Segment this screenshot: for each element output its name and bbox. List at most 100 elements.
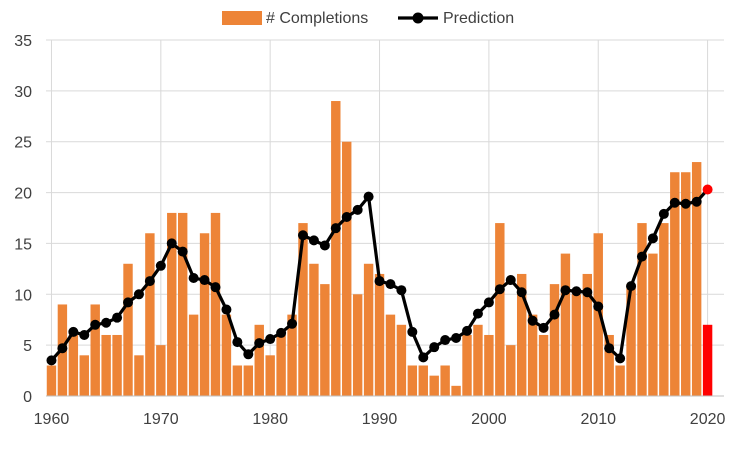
prediction-point-1987: [341, 211, 352, 222]
prediction-point-1960: [46, 355, 57, 366]
prediction-point-1992: [396, 285, 407, 296]
bar-2020: [702, 324, 713, 396]
prediction-point-2007: [560, 285, 571, 296]
y-tick-label-35: 35: [14, 33, 32, 50]
prediction-point-2015: [647, 233, 658, 244]
prediction-point-1993: [407, 326, 418, 337]
bar-1986: [331, 101, 341, 397]
y-tick-label-0: 0: [23, 389, 32, 406]
prediction-point-1970: [155, 260, 166, 271]
bar-1977: [232, 365, 243, 396]
bar-2006: [549, 284, 560, 396]
prediction-point-1964: [90, 319, 101, 330]
x-tick-label-2010: 2010: [580, 411, 616, 428]
bars: [46, 101, 713, 397]
prediction-point-2008: [571, 286, 582, 297]
bar-1976: [221, 314, 232, 396]
bar-2003: [516, 273, 527, 396]
legend-prediction-marker: [412, 12, 424, 24]
prediction-point-2006: [549, 309, 560, 320]
bar-1985: [320, 284, 330, 396]
prediction-point-1969: [144, 276, 155, 287]
bar-2001: [495, 223, 505, 396]
prediction-point-2001: [494, 284, 505, 295]
prediction-point-1991: [385, 279, 396, 290]
bar-1978: [243, 365, 254, 396]
bar-1973: [188, 314, 199, 396]
prediction-point-1989: [363, 191, 374, 202]
bar-1996: [440, 365, 450, 396]
prediction-point-2017: [669, 197, 680, 208]
bar-1970: [156, 345, 166, 396]
bar-2014: [637, 223, 647, 396]
y-tick-label-30: 30: [14, 84, 32, 101]
prediction-point-1998: [462, 325, 473, 336]
prediction-point-2009: [582, 287, 593, 298]
prediction-point-2012: [615, 353, 626, 364]
bar-2005: [538, 334, 549, 396]
prediction-point-1996: [440, 335, 451, 346]
bar-1971: [167, 212, 177, 396]
bar-1994: [418, 365, 428, 396]
bar-2004: [527, 314, 538, 396]
bar-2013: [626, 284, 636, 396]
bar-1993: [407, 365, 418, 396]
prediction-point-1967: [123, 297, 134, 308]
legend-completions-swatch: [222, 11, 262, 25]
prediction-point-1990: [374, 276, 385, 287]
bar-1963: [79, 355, 89, 396]
prediction-point-1977: [232, 337, 243, 348]
prediction-point-2020: [702, 184, 713, 195]
x-tick-label-2000: 2000: [471, 411, 507, 428]
prediction-point-2000: [483, 297, 494, 308]
bar-1999: [473, 324, 483, 396]
bar-2008: [571, 294, 582, 396]
bar-1995: [429, 375, 439, 396]
bar-1962: [68, 334, 79, 396]
prediction-point-1979: [254, 338, 265, 349]
bar-1968: [134, 355, 144, 396]
bar-2018: [681, 172, 691, 396]
y-tick-label-5: 5: [23, 338, 32, 355]
prediction-point-1982: [287, 318, 298, 329]
prediction-point-1978: [243, 349, 254, 360]
bar-1972: [177, 212, 188, 396]
bar-1988: [352, 294, 363, 396]
prediction-point-1965: [101, 317, 112, 328]
bar-1983: [298, 223, 308, 396]
bar-1984: [309, 263, 319, 396]
prediction-point-1972: [177, 246, 188, 257]
bar-2015: [648, 253, 658, 396]
bar-1964: [90, 304, 100, 396]
legend-prediction-label: Prediction: [443, 10, 514, 27]
prediction-point-1981: [276, 327, 287, 338]
prediction-point-1997: [451, 333, 462, 344]
bar-1974: [199, 233, 210, 396]
x-tick-label-1960: 1960: [34, 411, 70, 428]
bar-1979: [254, 324, 264, 396]
prediction-point-2019: [691, 196, 702, 207]
prediction-point-1983: [297, 230, 308, 241]
legend: # Completions Prediction: [222, 10, 514, 27]
y-tick-label-15: 15: [14, 236, 32, 253]
prediction-point-1976: [221, 304, 232, 315]
bar-1991: [385, 314, 396, 396]
x-tick-label-1970: 1970: [143, 411, 179, 428]
bar-2002: [506, 345, 516, 396]
prediction-point-2013: [626, 281, 637, 292]
prediction-point-1994: [418, 352, 429, 363]
bar-2009: [582, 273, 593, 396]
bar-1989: [363, 263, 374, 396]
prediction-point-1986: [330, 223, 341, 234]
x-tick-label-1990: 1990: [362, 411, 398, 428]
prediction-point-2002: [505, 275, 516, 286]
prediction-points: [46, 184, 713, 366]
bar-1990: [374, 273, 385, 396]
prediction-point-1971: [166, 238, 177, 249]
x-tick-label-1980: 1980: [252, 411, 288, 428]
x-tick-label-2020: 2020: [690, 411, 726, 428]
bar-1998: [462, 334, 472, 396]
bar-2019: [691, 162, 702, 396]
prediction-point-2018: [680, 198, 691, 209]
